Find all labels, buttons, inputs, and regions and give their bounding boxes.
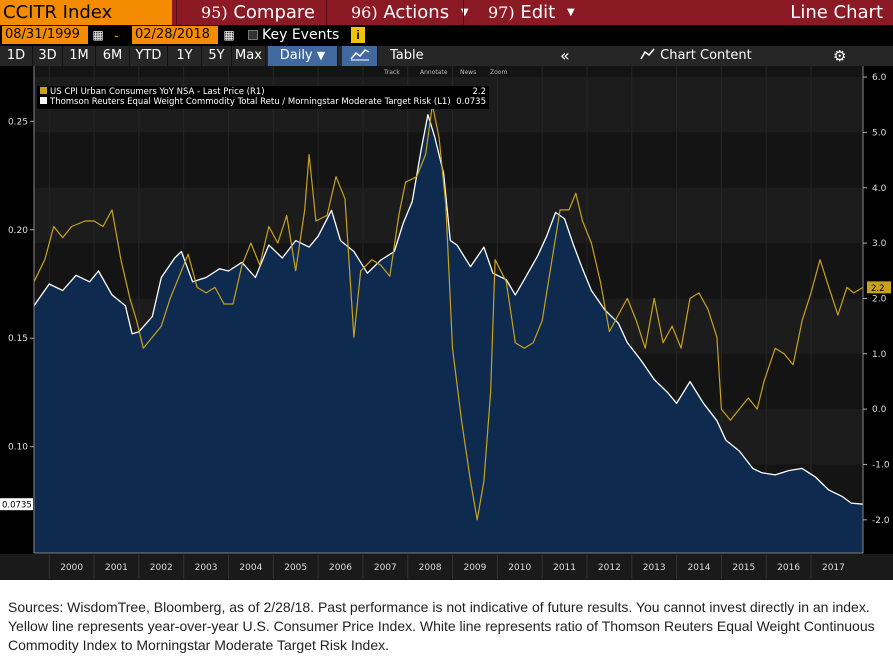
line-chart-icon[interactable] bbox=[342, 46, 378, 66]
ratio-area-fill bbox=[34, 114, 863, 554]
left-tick-label: 0.20 bbox=[8, 226, 28, 236]
right-tick-label: 0.0 bbox=[872, 405, 887, 415]
caret-down-icon: ▼ bbox=[316, 49, 326, 62]
key-events-checkbox[interactable] bbox=[248, 30, 258, 40]
legend-item-cpi[interactable]: US CPI Urban Consumers YoY NSA - Last Pr… bbox=[40, 87, 265, 98]
legend-swatch-white bbox=[40, 97, 47, 104]
left-tick-label: 0.10 bbox=[8, 443, 28, 453]
compare-menu-number: 95) bbox=[201, 3, 228, 22]
chart-view-title: Line Chart bbox=[790, 2, 883, 23]
legend-value-ratio: 0.0735 bbox=[456, 97, 486, 107]
actions-menu[interactable]: 96) Actions ▼ bbox=[326, 0, 469, 25]
chart-legend: US CPI Urban Consumers YoY NSA - Last Pr… bbox=[37, 86, 489, 109]
right-tick-label: 2.0 bbox=[872, 294, 887, 304]
info-icon[interactable]: i bbox=[351, 27, 365, 43]
line-chart[interactable]: 0.25 0.20 0.15 0.10 6.0 5.0 4.0 3.0 2.0 1.0 0.0 -1.… bbox=[0, 66, 893, 580]
right-tick-label: 5.0 bbox=[872, 128, 887, 138]
chart-tool-news[interactable]: News bbox=[460, 69, 477, 76]
left-last-value-flag bbox=[0, 498, 33, 511]
right-tick-label: 3.0 bbox=[872, 239, 887, 249]
compare-menu[interactable]: 95) Compare bbox=[176, 0, 324, 25]
period-6m-button[interactable]: 6M bbox=[96, 46, 130, 66]
x-tick-label: 2008 bbox=[419, 563, 442, 573]
edit-menu-number: 97) bbox=[488, 3, 515, 22]
frequency-dropdown[interactable]: Daily ▼ bbox=[268, 46, 338, 66]
right-tick-label: -2.0 bbox=[872, 516, 890, 526]
x-tick-label: 2007 bbox=[374, 563, 397, 573]
caption-sources: Sources: WisdomTree, Bloomberg, as of 2/… bbox=[8, 599, 870, 615]
legend-swatch-yellow bbox=[40, 87, 47, 94]
period-max-button[interactable]: Max bbox=[232, 46, 266, 66]
x-tick-label: 2009 bbox=[463, 563, 486, 573]
end-date-field[interactable]: 02/28/2018 bbox=[132, 26, 218, 44]
right-tick-label: -1.0 bbox=[872, 460, 890, 470]
x-tick-label: 2017 bbox=[822, 563, 845, 573]
x-tick-label: 2010 bbox=[508, 563, 531, 573]
gear-icon[interactable]: ⚙ bbox=[833, 47, 847, 65]
edit-menu-label: Edit bbox=[520, 2, 556, 23]
key-events-label: Key Events bbox=[262, 27, 340, 43]
ticker-field[interactable]: CCITR Index bbox=[0, 0, 172, 25]
x-tick-label: 2002 bbox=[150, 563, 173, 573]
chart-tool-zoom[interactable]: Zoom bbox=[490, 69, 508, 76]
x-tick-label: 2013 bbox=[643, 563, 666, 573]
left-tick-label: 0.25 bbox=[8, 117, 28, 127]
edit-menu[interactable]: 97) Edit ▼ bbox=[463, 0, 575, 25]
collapse-icon[interactable]: « bbox=[560, 46, 570, 65]
chart-tool-annotate[interactable]: Annotate bbox=[420, 69, 448, 76]
caret-down-icon: ▼ bbox=[460, 7, 469, 18]
compare-menu-label: Compare bbox=[233, 2, 315, 23]
frequency-value: Daily bbox=[279, 48, 313, 63]
start-date-field[interactable]: 08/31/1999 bbox=[2, 26, 88, 44]
x-tick-label: 2016 bbox=[777, 563, 800, 573]
x-tick-label: 2011 bbox=[553, 563, 576, 573]
legend-value-cpi: 2.2 bbox=[472, 87, 486, 97]
period-5y-button[interactable]: 5Y bbox=[202, 46, 232, 66]
period-ytd-button[interactable]: YTD bbox=[130, 46, 168, 66]
table-button[interactable]: Table bbox=[390, 48, 424, 63]
chart-tool-track[interactable]: Track bbox=[384, 69, 400, 76]
caret-down-icon: ▼ bbox=[566, 7, 575, 18]
legend-item-ratio[interactable]: Thomson Reuters Equal Weight Commodity T… bbox=[40, 97, 451, 108]
legend-label-ratio: Thomson Reuters Equal Weight Commodity T… bbox=[50, 97, 451, 107]
x-tick-label: 2006 bbox=[329, 563, 352, 573]
left-tick-label: 0.15 bbox=[8, 334, 28, 344]
period-3d-button[interactable]: 3D bbox=[33, 46, 63, 66]
x-tick-label: 2012 bbox=[598, 563, 621, 573]
chart-content-button[interactable]: Chart Content bbox=[640, 46, 752, 66]
x-tick-label: 2014 bbox=[688, 563, 711, 573]
right-tick-label: 6.0 bbox=[872, 73, 887, 83]
x-tick-label: 2003 bbox=[195, 563, 218, 573]
x-tick-label: 2015 bbox=[732, 563, 755, 573]
period-1m-button[interactable]: 1M bbox=[63, 46, 96, 66]
left-last-value-label: 0.0735 bbox=[2, 501, 32, 511]
right-tick-label: 1.0 bbox=[872, 350, 887, 360]
period-1d-button[interactable]: 1D bbox=[0, 46, 33, 66]
actions-menu-number: 96) bbox=[351, 3, 378, 22]
right-tick-label: 4.0 bbox=[872, 184, 887, 194]
actions-menu-label: Actions bbox=[383, 2, 450, 23]
chart-caption: Sources: WisdomTree, Bloomberg, as of 2/… bbox=[8, 598, 886, 655]
period-1y-button[interactable]: 1Y bbox=[168, 46, 202, 66]
right-last-value-label: 2.2 bbox=[871, 284, 885, 294]
date-separator: - bbox=[114, 27, 119, 43]
chart-toolbar: 1D 3D 1M 6M YTD 1Y 5Y Max Daily ▼ Table … bbox=[0, 46, 893, 66]
x-tick-label: 2005 bbox=[284, 563, 307, 573]
x-tick-label: 2001 bbox=[105, 563, 128, 573]
caption-explanation: Yellow line represents year-over-year U.… bbox=[8, 618, 875, 653]
date-bar: 08/31/1999 ▦ - 02/28/2018 ▦ Key Events i bbox=[0, 25, 893, 45]
x-tick-label: 2004 bbox=[239, 563, 262, 573]
calendar-icon[interactable]: ▦ bbox=[92, 28, 104, 42]
cpi-series-line bbox=[33, 104, 864, 521]
calendar-icon[interactable]: ▦ bbox=[223, 28, 235, 42]
chart-content-label: Chart Content bbox=[660, 48, 752, 63]
title-bar: CCITR Index 95) Compare 96) Actions ▼ 97… bbox=[0, 0, 893, 25]
right-last-value-flag bbox=[867, 281, 891, 294]
chart-content-icon bbox=[640, 48, 655, 60]
legend-label-cpi: US CPI Urban Consumers YoY NSA - Last Pr… bbox=[50, 87, 265, 97]
ratio-series-line bbox=[33, 114, 864, 505]
x-tick-label: 2000 bbox=[60, 563, 83, 573]
x-axis-band bbox=[0, 554, 893, 580]
bloomberg-terminal: CCITR Index 95) Compare 96) Actions ▼ 97… bbox=[0, 0, 893, 580]
